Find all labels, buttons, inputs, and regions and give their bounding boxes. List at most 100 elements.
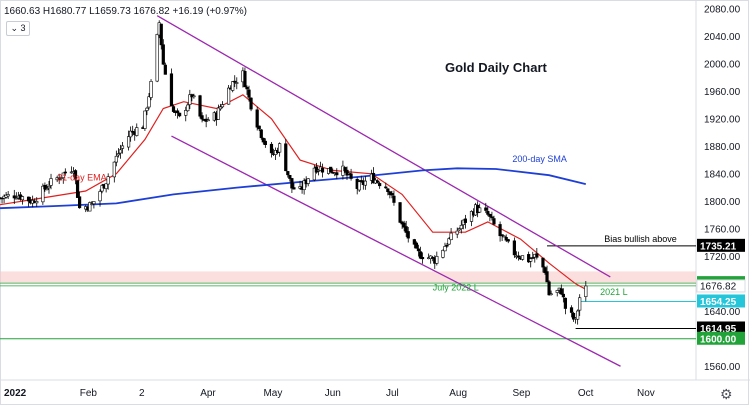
candle-body [555, 290, 559, 293]
candle-body [169, 73, 174, 107]
x-tick-label: Sep [513, 388, 531, 399]
candle-body [563, 297, 568, 309]
candle-body [443, 246, 447, 252]
candle-body [312, 167, 316, 181]
x-tick-label: 2 [139, 388, 145, 399]
x-tick-label: May [263, 388, 282, 399]
candle-body [188, 94, 192, 105]
candle-body [371, 172, 376, 184]
candle-body [498, 224, 502, 237]
candle-body [20, 196, 25, 201]
candle-body [47, 186, 51, 189]
last-price-label: 1676.82 [700, 281, 737, 292]
candle-body [357, 181, 361, 191]
candle-body [490, 216, 494, 219]
candle-body [216, 107, 221, 120]
y-tick-label: 1760.00 [704, 224, 741, 235]
candle-body [561, 293, 565, 298]
candle-body [116, 153, 120, 156]
candle-body [484, 207, 488, 211]
candle-body [245, 86, 249, 90]
candle-body [345, 169, 349, 176]
candle-body [390, 193, 394, 196]
candle-body [314, 166, 318, 173]
candle-body [412, 239, 416, 245]
chart-annotation: 200-day SMA [512, 154, 567, 164]
y-tick-label: 1880.00 [704, 142, 741, 153]
candle-body [73, 170, 78, 180]
ohlc-readout: 1660.63 H1680.77 L1659.73 1676.82 +16.19… [4, 6, 247, 17]
price-tag [697, 321, 745, 335]
candle-body [492, 218, 496, 225]
candle-body [404, 226, 408, 233]
candle-body [398, 202, 402, 223]
candle-body [149, 80, 153, 98]
y-tick-label: 1640.00 [704, 307, 741, 318]
candle-body [531, 257, 535, 259]
candle-body [43, 184, 47, 190]
candle-body [92, 201, 96, 205]
candle-body [145, 107, 149, 111]
y-tick-label: 1560.00 [704, 362, 741, 373]
gear-icon[interactable]: ⚙ [720, 386, 733, 402]
candle-body [106, 176, 110, 185]
candle-body [449, 232, 453, 241]
candle-body [104, 183, 108, 190]
indicator-toggle-button[interactable]: ⌄ 3 [6, 21, 30, 36]
candle-body [231, 81, 235, 91]
candle-body [576, 310, 580, 320]
candle-body [14, 197, 18, 200]
channel-lower-line [171, 135, 621, 367]
sma-line [0, 167, 587, 210]
candle-body [184, 110, 188, 116]
candle-body [478, 207, 482, 213]
candle-body [61, 172, 65, 178]
candle-body [512, 240, 516, 256]
x-tick-label: Apr [200, 388, 216, 399]
candle-body [261, 137, 265, 143]
candle-body [63, 171, 67, 174]
x-tick-label: Jun [325, 388, 341, 399]
candle-body [535, 253, 539, 258]
price-tag-label: 1654.25 [700, 297, 737, 308]
x-tick-label: Jul [386, 388, 399, 399]
candle-body [88, 202, 92, 212]
candle-body [541, 257, 545, 268]
candle-body [243, 71, 247, 88]
candle-body [292, 187, 296, 190]
candle-body [559, 288, 563, 295]
candle-body [578, 297, 582, 311]
x-tick-label: Aug [449, 388, 467, 399]
candle-body [143, 110, 147, 129]
candle-body [329, 166, 333, 173]
price-tag-label: 1614.95 [700, 324, 737, 335]
candle-body [502, 235, 506, 238]
candle-body [118, 149, 123, 154]
candle-body [529, 258, 533, 262]
candle-body [343, 167, 347, 172]
candle-body [569, 307, 574, 313]
candle-body [284, 143, 288, 172]
chart-annotation: 2021 L [600, 287, 628, 297]
candle-body [78, 196, 82, 209]
candle-body [114, 155, 118, 163]
candle-body [457, 228, 461, 231]
x-tick-label: Nov [637, 388, 655, 399]
candle-body [49, 178, 53, 186]
y-tick-label: 2000.00 [704, 59, 741, 70]
candle-body [278, 143, 282, 153]
y-tick-label: 1920.00 [704, 114, 741, 125]
candle-body [218, 106, 223, 110]
candle-body [584, 285, 588, 297]
candle-body [335, 172, 339, 176]
y-tick-label: 1720.00 [704, 252, 741, 263]
candle-body [263, 140, 267, 145]
candle-body [455, 230, 459, 235]
candle-body [35, 201, 39, 204]
price-tag [697, 238, 745, 252]
candle-body [120, 145, 125, 149]
chart-title: Gold Daily Chart [445, 60, 548, 75]
candle-body [416, 248, 421, 252]
